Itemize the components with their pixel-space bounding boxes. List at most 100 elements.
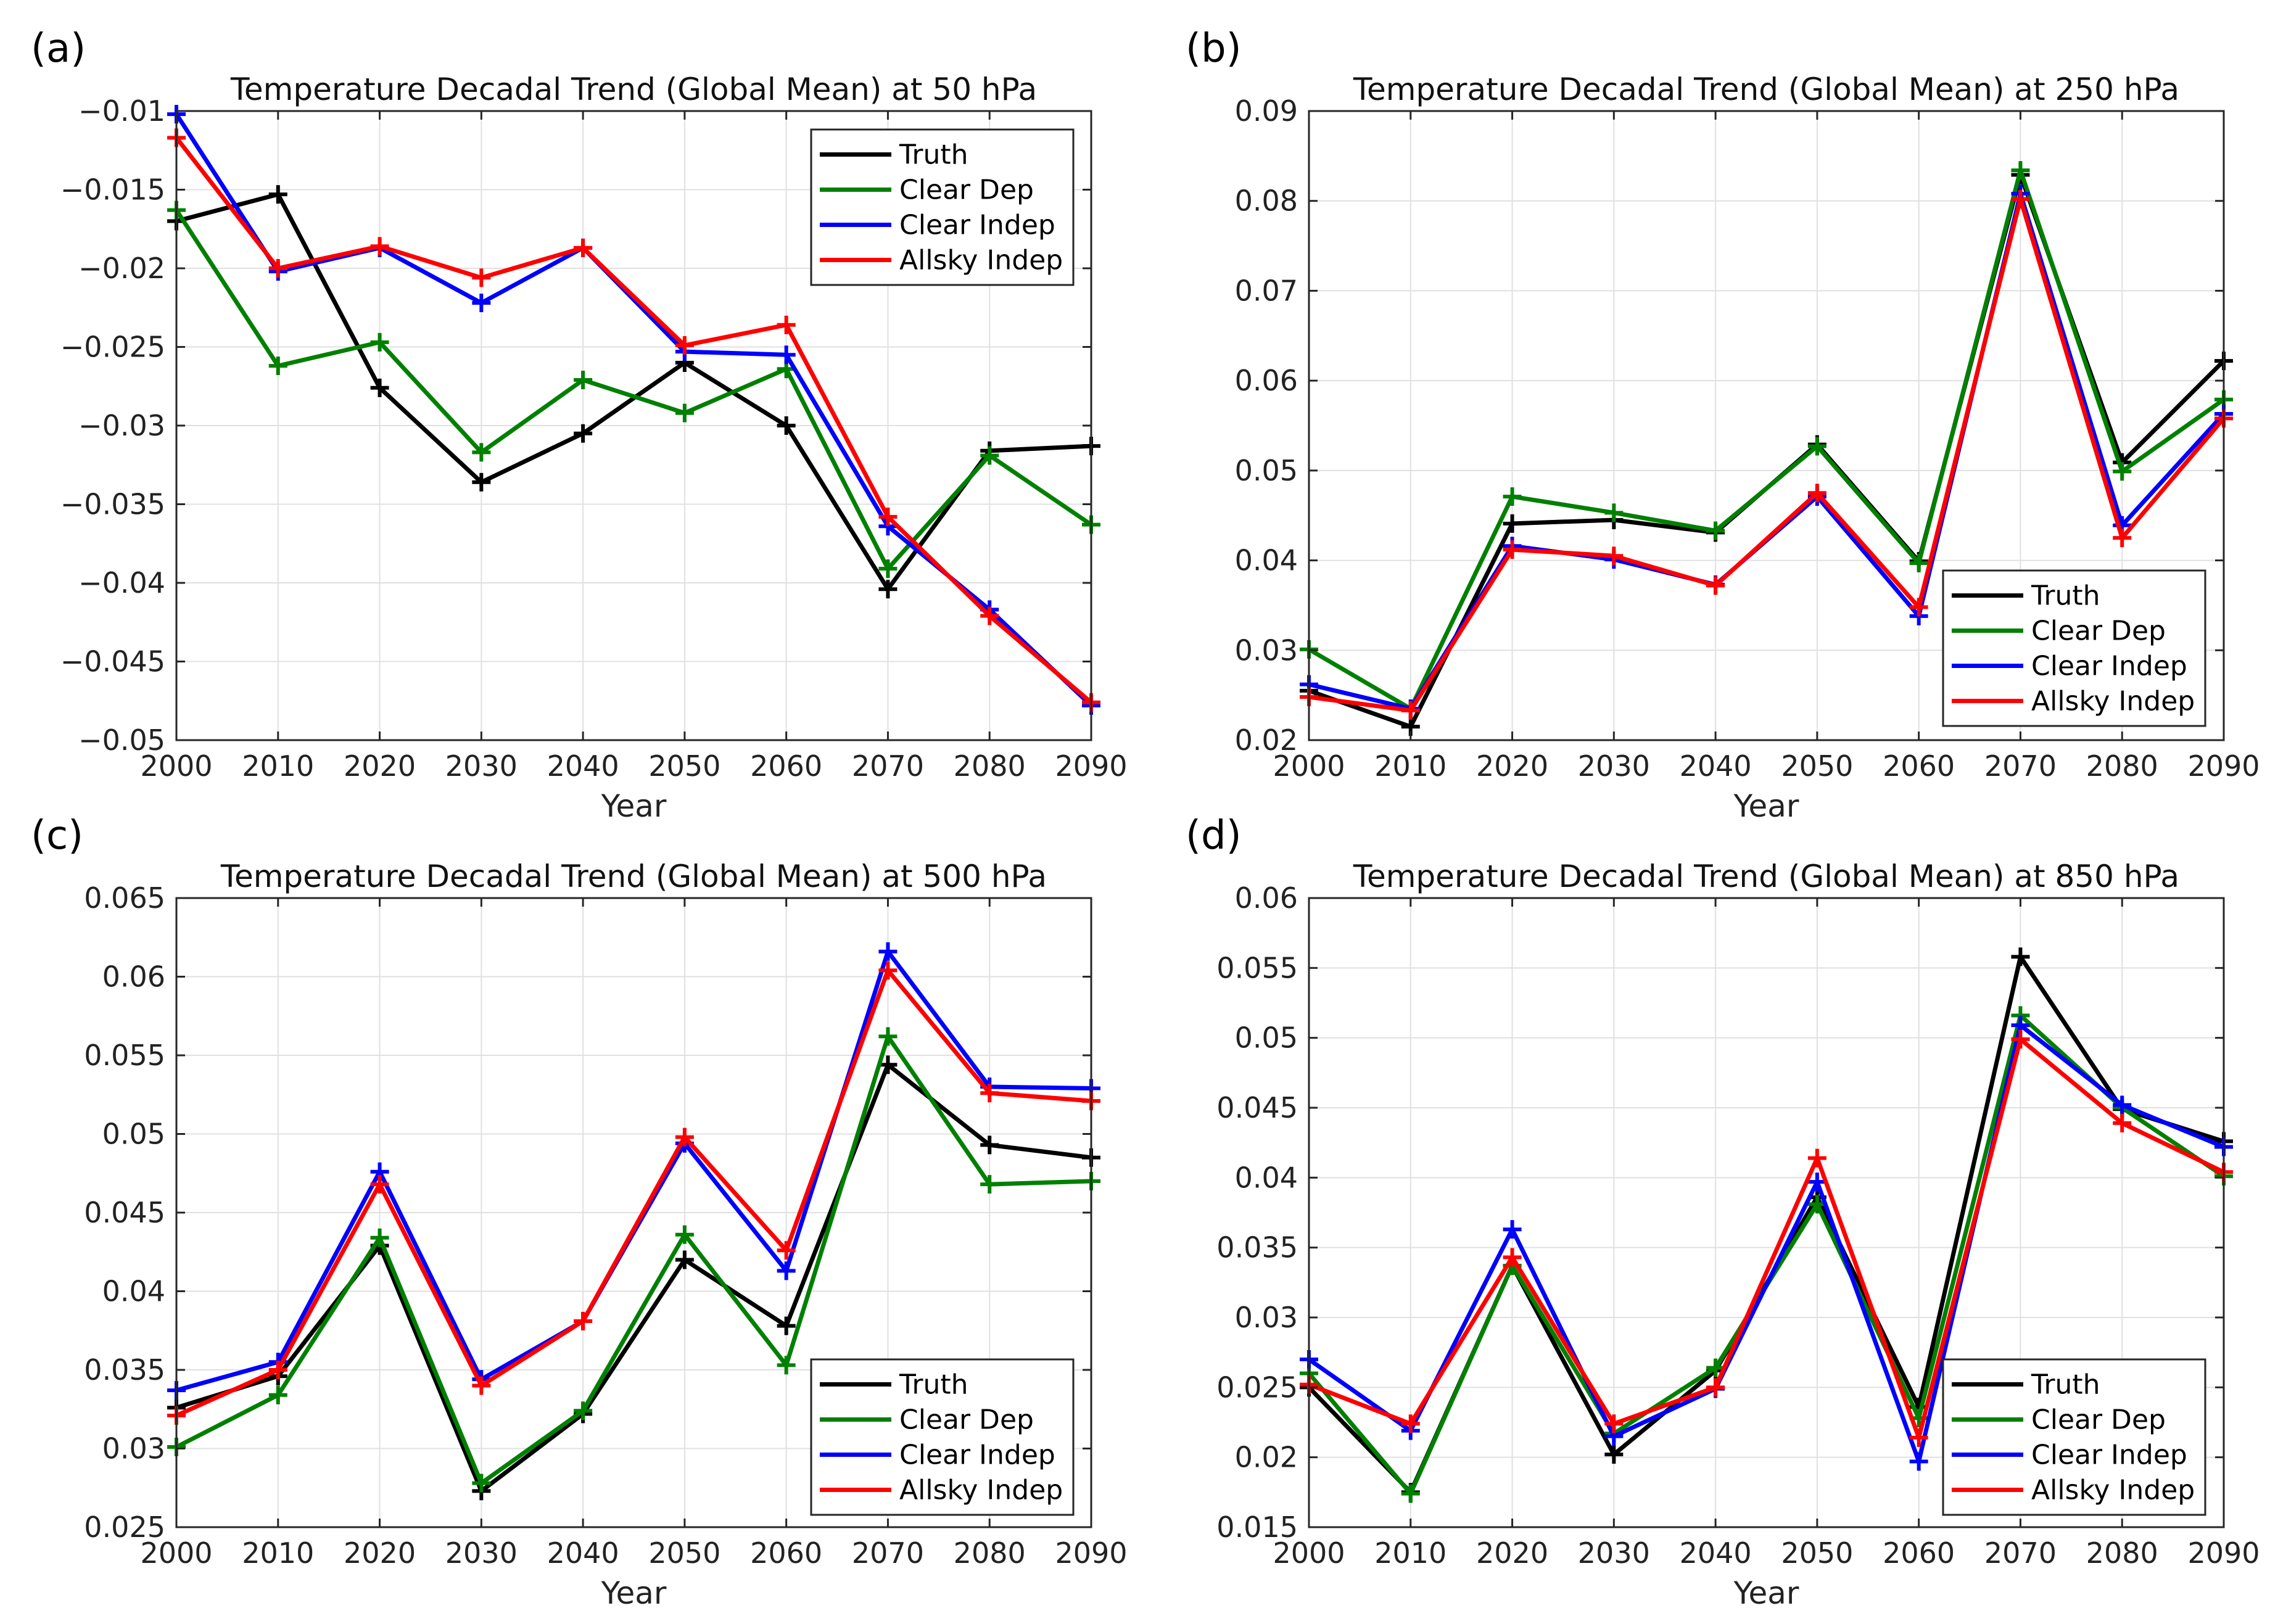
x-tick-label-b: 2020 (1476, 749, 1548, 783)
data-point-clear-dep-c (268, 1385, 287, 1404)
x-tick-label-c: 2010 (242, 1536, 314, 1570)
chart-title-a: Temperature Decadal Trend (Global Mean) … (230, 72, 1037, 107)
y-tick-label-b: 0.02 (1235, 723, 1298, 757)
chart-panel-d: 0.015 0.02 0.025 0.03 0.035 0.04 0.045 0.05 0.05… (1135, 802, 2270, 1624)
x-tick-label-b: 2000 (1273, 749, 1345, 783)
y-tick-label-d: 0.045 (1216, 1091, 1298, 1124)
series-line-truth-c (174, 1062, 1094, 1493)
data-point-allsky-indep-a (878, 507, 898, 526)
x-tick-label-c: 2040 (547, 1536, 619, 1570)
x-axis-label-d: Year (1733, 1575, 1799, 1611)
x-tick-label-b: 2050 (1781, 749, 1853, 783)
data-point-truth-a (878, 580, 898, 599)
data-point-clear-dep-a (370, 332, 389, 352)
legend-label-d: Clear Indep (2031, 1440, 2187, 1471)
x-tick-label-b: 2010 (1374, 749, 1447, 783)
data-point-truth-c (777, 1316, 796, 1335)
legend-label-c: Truth (899, 1369, 968, 1401)
data-point-truth-d (2011, 947, 2030, 967)
legend-label-b: Allsky Indep (2031, 686, 2195, 717)
data-point-clear-dep-c (878, 1027, 898, 1046)
y-tick-label-b: 0.08 (1235, 184, 1298, 218)
data-point-truth-c (980, 1136, 999, 1155)
x-tick-label-d: 2050 (1781, 1536, 1853, 1570)
x-tick-label-a: 2090 (1055, 749, 1127, 783)
data-point-allsky-indep-b (1604, 546, 1624, 566)
legend-label-b: Clear Indep (2031, 651, 2187, 682)
data-point-allsky-indep-d (1909, 1428, 1928, 1447)
x-tick-label-b: 2060 (1883, 749, 1955, 783)
chart-title-c: Temperature Decadal Trend (Global Mean) … (220, 859, 1047, 894)
data-point-allsky-indep-b (1503, 540, 1522, 559)
y-tick-label-d: 0.025 (1216, 1371, 1298, 1404)
panel-label-a: (a) (31, 26, 86, 72)
y-tick-label-a: −0.025 (60, 331, 165, 364)
panel-label-b: (b) (1186, 26, 1242, 72)
chart-panel-b: 0.02 0.03 0.04 0.05 0.06 0.07 0.08 0.09 2000 2010… (1135, 0, 2270, 824)
x-tick-label-d: 2090 (2187, 1536, 2260, 1570)
x-tick-label-b: 2080 (2086, 749, 2158, 783)
data-point-allsky-indep-a (980, 606, 999, 625)
chart-a-svg: −0.05 −0.045 −0.04 −0.035 −0.03 −0.025 −0.02 −0… (31, 26, 1128, 824)
y-tick-label-c: 0.035 (84, 1353, 165, 1387)
y-tick-label-a: −0.045 (60, 645, 165, 678)
y-tick-label-d: 0.035 (1216, 1231, 1298, 1264)
chart-c-svg: 0.025 0.03 0.035 0.04 0.045 0.05 0.055 0.06 0.06… (31, 813, 1128, 1611)
axes-frame-b (1308, 110, 2225, 741)
chart-d-svg: 0.015 0.02 0.025 0.03 0.035 0.04 0.045 0.05 0.05… (1186, 813, 2260, 1611)
data-point-clear-dep-a (268, 357, 287, 376)
data-point-allsky-indep-c (980, 1084, 999, 1103)
y-tick-label-c: 0.045 (84, 1196, 165, 1229)
x-tick-label-b: 2040 (1680, 749, 1752, 783)
series-line-allsky-indep-a (174, 135, 1094, 705)
data-point-truth-a (472, 472, 491, 492)
x-tick-label-c: 2020 (344, 1536, 416, 1570)
data-point-allsky-indep-c (574, 1311, 593, 1330)
data-point-allsky-indep-d (1503, 1248, 1522, 1267)
chart-panel-a: −0.05 −0.045 −0.04 −0.035 −0.03 −0.025 −0.02 −0… (0, 0, 1135, 824)
x-tick-label-a: 2040 (547, 749, 619, 783)
data-point-clear-indep-a (472, 294, 491, 313)
data-point-allsky-indep-a (370, 237, 389, 256)
data-point-allsky-indep-c (777, 1241, 796, 1260)
series-line-allsky-indep-c (174, 968, 1094, 1418)
data-point-allsky-indep-b (1909, 598, 1928, 617)
x-tick-label-c: 2060 (750, 1536, 822, 1570)
y-tick-label-d: 0.05 (1235, 1021, 1298, 1055)
data-point-clear-dep-b (2113, 462, 2132, 481)
y-tick-label-c: 0.03 (102, 1432, 165, 1465)
data-point-allsky-indep-b (1401, 701, 1420, 720)
data-point-allsky-indep-d (1807, 1148, 1826, 1168)
y-tick-label-a: −0.02 (78, 252, 165, 285)
y-tick-label-b: 0.03 (1235, 633, 1298, 667)
data-point-allsky-indep-b (2011, 189, 2030, 208)
data-point-clear-dep-b (1503, 487, 1522, 506)
data-point-clear-indep-c (777, 1261, 796, 1280)
y-tick-label-b: 0.04 (1235, 544, 1298, 577)
axes-frame-d (1308, 897, 2225, 1528)
data-point-clear-dep-a (878, 559, 898, 579)
y-tick-label-c: 0.06 (102, 960, 165, 994)
legend-label-c: Allsky Indep (899, 1475, 1063, 1506)
x-tick-label-a: 2060 (750, 749, 822, 783)
data-point-truth-a (268, 185, 287, 204)
data-point-allsky-indep-d (2113, 1113, 2132, 1132)
data-point-allsky-indep-c (472, 1376, 491, 1395)
data-point-clear-dep-a (574, 371, 593, 390)
legend-label-a: Clear Indep (899, 210, 1055, 241)
y-tick-label-b: 0.06 (1235, 364, 1298, 397)
data-point-clear-indep-d (2113, 1095, 2132, 1115)
data-point-allsky-indep-b (1807, 484, 1826, 503)
data-point-allsky-indep-b (1706, 576, 1725, 595)
data-point-allsky-indep-a (777, 315, 796, 334)
legend-a: Truth Clear Dep Clear Indep Allsky Indep (810, 128, 1075, 286)
data-point-allsky-indep-b (2113, 529, 2132, 548)
data-point-truth-a (574, 424, 593, 443)
x-tick-label-c: 2070 (852, 1536, 924, 1570)
data-point-clear-dep-b (1807, 437, 1826, 456)
data-point-clear-indep-d (1909, 1452, 1928, 1471)
data-point-clear-dep-c (777, 1356, 796, 1375)
y-tick-label-c: 0.05 (102, 1118, 165, 1151)
data-point-allsky-indep-a (574, 238, 593, 257)
